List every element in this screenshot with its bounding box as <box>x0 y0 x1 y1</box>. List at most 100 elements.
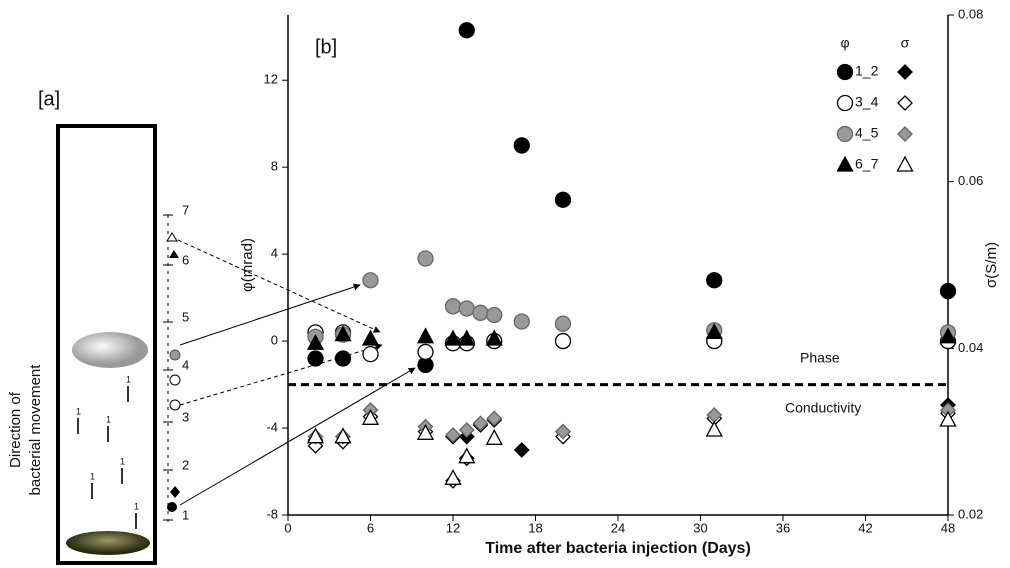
arrow <box>179 343 383 406</box>
point <box>513 137 530 154</box>
panel-a: [a] Direction of bacterial movement 1 2 3 4… <box>7 88 416 565</box>
point <box>416 327 435 344</box>
point <box>555 423 571 440</box>
point <box>334 350 352 367</box>
point <box>444 468 462 485</box>
y-tick-label: -4 <box>266 419 278 434</box>
arrow <box>177 239 381 333</box>
point <box>706 272 723 289</box>
annotation: Conductivity <box>785 399 861 415</box>
panel-label: [a] <box>38 88 60 110</box>
legend-label: 3_4 <box>855 94 879 110</box>
point <box>445 427 461 443</box>
legend-marker <box>836 94 854 112</box>
electrode-label: 3 <box>182 409 189 424</box>
point <box>458 300 475 317</box>
point <box>334 325 352 342</box>
point <box>939 282 957 300</box>
electrode-label: 1 <box>182 507 189 522</box>
bacterium-label: 1 <box>90 471 95 481</box>
column <box>56 124 157 565</box>
legend-label: 1_2 <box>855 63 879 79</box>
point <box>334 427 352 444</box>
arrow <box>179 367 416 506</box>
point <box>306 427 325 444</box>
axis-label: Direction of <box>7 391 24 468</box>
bacterium-label: 1 <box>134 501 139 511</box>
electrode-marker <box>169 374 181 386</box>
x-axis-label: Time after bacteria injection (Days) <box>485 540 751 557</box>
point <box>458 329 476 346</box>
panel-label: [b] <box>315 36 337 58</box>
electrode-label: 4 <box>182 357 189 372</box>
blob <box>72 332 148 368</box>
electrode-marker <box>169 399 181 411</box>
point <box>513 313 530 330</box>
y2-tick-label: 0.08 <box>958 6 983 21</box>
electrode-label: 6 <box>182 252 189 267</box>
electrode-marker <box>170 486 180 498</box>
y-tick-label: 4 <box>271 246 278 261</box>
electrode-marker <box>166 232 178 242</box>
point <box>458 447 476 464</box>
point <box>485 428 503 445</box>
y2-tick-label: 0.04 <box>958 340 983 355</box>
point <box>472 304 489 321</box>
arrow <box>179 283 361 346</box>
point <box>939 327 957 344</box>
x-tick-label: 12 <box>446 520 460 535</box>
point <box>306 333 325 350</box>
x-tick-label: 30 <box>693 520 707 535</box>
y2-axis-label: σ(S/m) <box>983 242 1000 288</box>
point <box>417 250 434 267</box>
point <box>444 298 462 315</box>
y-tick-label: -8 <box>266 506 278 521</box>
point <box>361 329 380 346</box>
x-tick-label: 6 <box>367 520 374 535</box>
annotation: Phase <box>800 349 840 365</box>
electrode-label: 7 <box>182 202 189 217</box>
legend-marker <box>836 125 854 143</box>
y-axis-label: φ(mrad) <box>239 238 256 292</box>
point <box>554 191 572 208</box>
x-tick-label: 36 <box>776 520 790 535</box>
x-tick-label: 0 <box>284 520 291 535</box>
point <box>362 345 379 363</box>
point <box>472 415 489 432</box>
legend-marker <box>896 155 914 172</box>
point <box>458 22 475 39</box>
legend-marker <box>836 155 854 172</box>
bacterium-label: 1 <box>126 374 131 384</box>
legend-label: 6_7 <box>855 156 879 172</box>
electrode-label: 5 <box>182 309 189 324</box>
electrode-label: 2 <box>182 457 189 472</box>
legend-header: φ <box>840 35 849 51</box>
y-tick-label: 12 <box>264 72 278 87</box>
bacterium-label: 1 <box>120 456 125 466</box>
bacterium-label: 1 <box>76 406 81 416</box>
point <box>486 306 503 324</box>
point <box>416 423 435 440</box>
point <box>705 323 723 340</box>
legend-marker <box>897 64 913 80</box>
y-tick-label: 0 <box>271 333 278 348</box>
point <box>939 410 957 427</box>
point <box>417 343 434 361</box>
point <box>362 272 379 289</box>
point <box>705 420 723 437</box>
point <box>307 437 324 454</box>
electrode-marker <box>169 349 181 361</box>
x-tick-label: 24 <box>611 520 625 535</box>
axis-label: bacterial movement <box>27 364 44 496</box>
point <box>361 408 380 425</box>
point <box>485 329 503 346</box>
point <box>513 442 530 458</box>
legend-label: 4_5 <box>855 125 879 141</box>
panel-b: [b] Time after bacteria injection (Days)… <box>239 6 1000 557</box>
legend-marker <box>897 126 913 142</box>
electrode-marker <box>169 250 179 258</box>
point <box>554 332 572 350</box>
point <box>307 350 324 367</box>
y2-tick-label: 0.06 <box>958 173 983 188</box>
